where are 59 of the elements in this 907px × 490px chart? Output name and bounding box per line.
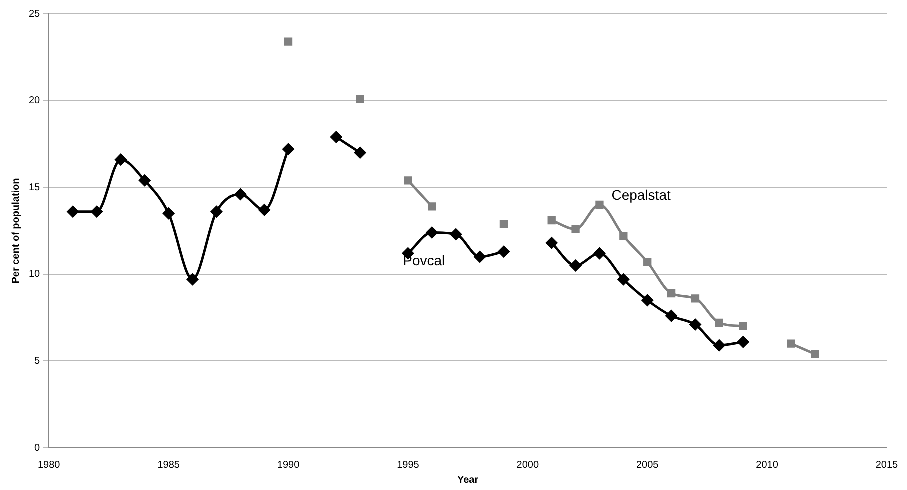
y-tick-label: 0 xyxy=(34,442,41,454)
x-tick-label: 2000 xyxy=(516,460,540,471)
y-axis-title: Per cent of population xyxy=(10,178,22,284)
point xyxy=(474,251,486,263)
point xyxy=(618,274,630,286)
point xyxy=(570,260,582,272)
point xyxy=(210,206,222,218)
point xyxy=(620,232,628,240)
point xyxy=(572,225,580,234)
point xyxy=(691,294,700,303)
y-tick-label: 5 xyxy=(34,356,41,367)
point xyxy=(644,258,652,266)
y-tick-label: 15 xyxy=(29,182,41,194)
x-axis-title: Year xyxy=(457,474,479,486)
point xyxy=(234,188,246,200)
x-tick-label: 2010 xyxy=(756,460,779,471)
point xyxy=(714,340,726,352)
point xyxy=(282,144,294,156)
point xyxy=(811,350,820,358)
point xyxy=(690,318,702,330)
point xyxy=(356,94,364,104)
point xyxy=(498,246,510,258)
point xyxy=(548,216,556,225)
point xyxy=(666,310,678,322)
series-label: Povcal xyxy=(403,252,446,269)
point xyxy=(715,318,724,328)
point xyxy=(450,228,462,240)
point xyxy=(139,174,151,186)
point xyxy=(258,204,270,216)
point xyxy=(738,336,750,348)
point xyxy=(67,206,79,218)
point xyxy=(163,208,175,220)
y-tick-label: 20 xyxy=(29,96,41,107)
point xyxy=(594,248,606,260)
point xyxy=(354,147,366,159)
x-tick-label: 1995 xyxy=(397,460,420,471)
point xyxy=(739,322,748,331)
point xyxy=(404,176,412,185)
series-label: Cepalstat xyxy=(612,186,671,203)
point xyxy=(91,206,103,218)
x-tick-label: 1980 xyxy=(38,460,61,471)
point xyxy=(546,237,558,249)
point xyxy=(115,154,127,166)
point xyxy=(187,274,199,286)
point xyxy=(642,294,654,306)
x-tick-label: 2005 xyxy=(636,460,660,471)
x-tick-label: 1990 xyxy=(277,460,300,471)
point xyxy=(596,200,604,210)
y-tick-label: 10 xyxy=(29,269,41,280)
y-tick-label: 25 xyxy=(29,8,41,20)
point xyxy=(500,220,508,228)
point xyxy=(787,340,796,348)
x-tick-label: 1985 xyxy=(158,460,180,471)
point xyxy=(667,289,676,298)
point xyxy=(428,202,436,211)
point xyxy=(426,226,438,238)
point xyxy=(330,132,342,144)
x-tick-label: 2015 xyxy=(876,460,899,471)
point xyxy=(284,38,293,46)
